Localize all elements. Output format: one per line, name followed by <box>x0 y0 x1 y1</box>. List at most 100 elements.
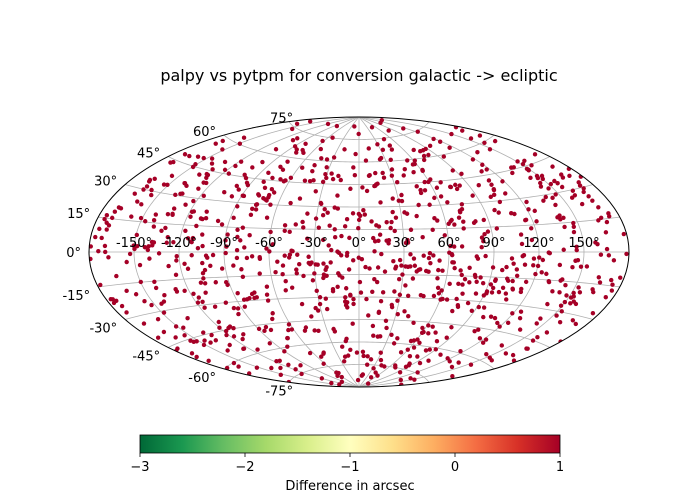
scatter-point <box>280 167 286 172</box>
scatter-point <box>364 296 369 302</box>
scatter-point <box>456 360 461 365</box>
scatter-point <box>241 332 246 337</box>
scatter-point <box>373 370 378 375</box>
scatter-point <box>161 182 167 187</box>
scatter-point <box>249 254 255 259</box>
scatter-point <box>332 329 338 334</box>
scatter-point <box>334 370 339 375</box>
scatter-point <box>460 128 465 133</box>
scatter-point <box>480 162 485 167</box>
scatter-point <box>596 275 602 280</box>
scatter-point <box>505 320 511 326</box>
scatter-point <box>421 153 427 159</box>
scatter-point <box>287 229 292 235</box>
scatter-point <box>195 300 201 305</box>
scatter-point <box>206 358 211 364</box>
scatter-point <box>302 328 308 333</box>
scatter-point <box>318 146 324 152</box>
scatter-point <box>231 305 237 311</box>
scatter-point <box>110 297 115 302</box>
scatter-point <box>264 215 270 220</box>
scatter-point <box>402 166 407 172</box>
scatter-point <box>450 308 455 314</box>
scatter-point <box>275 259 280 264</box>
scatter-point <box>342 299 348 304</box>
scatter-point <box>545 301 550 307</box>
scatter-point <box>411 345 417 350</box>
scatter-point <box>570 188 576 193</box>
scatter-point <box>479 169 484 174</box>
scatter-point <box>166 263 171 269</box>
scatter-point <box>395 336 400 341</box>
scatter-point <box>503 291 509 296</box>
scatter-point <box>301 273 306 279</box>
scatter-point <box>529 237 535 243</box>
scatter-point <box>189 239 194 245</box>
scatter-point <box>402 309 407 314</box>
scatter-point <box>319 201 324 206</box>
scatter-point <box>510 170 515 176</box>
scatter-point <box>415 337 420 342</box>
scatter-point <box>452 265 457 271</box>
longitude-tick-label: 90° <box>482 236 505 251</box>
scatter-point <box>257 256 263 261</box>
scatter-point <box>324 175 329 181</box>
scatter-point <box>133 292 139 297</box>
scatter-point <box>262 328 267 334</box>
scatter-point <box>481 217 486 223</box>
scatter-point <box>335 249 340 254</box>
scatter-point <box>539 270 544 275</box>
latitude-tick-label: 75° <box>270 112 293 127</box>
scatter-point <box>227 342 232 348</box>
scatter-point <box>240 336 245 342</box>
scatter-point <box>433 330 438 335</box>
scatter-point <box>231 360 237 366</box>
scatter-point <box>369 219 374 224</box>
scatter-point <box>472 272 478 278</box>
scatter-point <box>200 243 205 249</box>
scatter-point <box>200 299 205 304</box>
scatter-point <box>320 237 326 243</box>
scatter-point <box>541 198 546 203</box>
scatter-point <box>381 175 387 180</box>
scatter-point <box>285 159 290 164</box>
scatter-point <box>372 239 378 244</box>
scatter-point <box>212 304 218 309</box>
scatter-point <box>196 295 201 300</box>
scatter-point <box>406 313 411 319</box>
scatter-point <box>189 351 195 356</box>
longitude-tick-label: -60° <box>255 236 283 251</box>
scatter-point <box>170 212 175 218</box>
scatter-point <box>532 152 538 157</box>
scatter-point <box>162 293 167 298</box>
scatter-point <box>483 253 488 259</box>
scatter-point <box>378 350 383 355</box>
scatter-point <box>442 233 447 238</box>
scatter-point <box>286 327 291 333</box>
scatter-point <box>438 194 444 199</box>
scatter-point <box>233 163 238 169</box>
scatter-point <box>438 352 443 357</box>
scatter-point <box>418 149 423 154</box>
scatter-point <box>222 167 228 173</box>
scatter-point <box>265 298 271 303</box>
scatter-point <box>285 335 290 341</box>
scatter-point <box>471 220 477 226</box>
scatter-point <box>393 266 398 271</box>
scatter-point <box>191 198 196 204</box>
scatter-point <box>568 295 574 300</box>
scatter-point <box>579 201 585 207</box>
scatter-point <box>400 272 405 277</box>
scatter-point <box>114 273 119 279</box>
scatter-point <box>448 184 454 190</box>
scatter-point <box>410 276 416 281</box>
scatter-point <box>497 324 502 329</box>
scatter-point <box>476 183 481 188</box>
scatter-point <box>225 348 230 353</box>
scatter-point <box>586 194 591 199</box>
scatter-point <box>604 219 610 225</box>
scatter-point <box>571 229 577 235</box>
scatter-point <box>372 277 377 282</box>
scatter-point <box>300 219 305 225</box>
scatter-point <box>149 192 154 198</box>
